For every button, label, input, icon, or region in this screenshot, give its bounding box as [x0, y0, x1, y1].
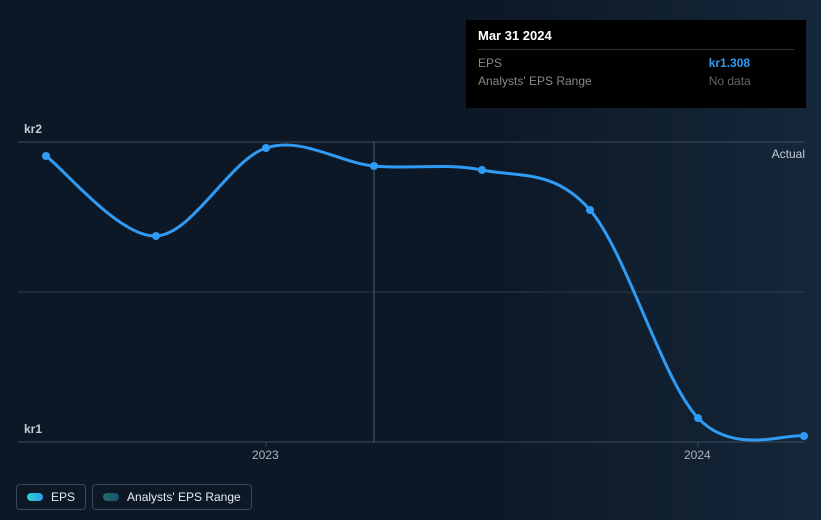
legend-label: EPS [51, 490, 75, 504]
legend-swatch-icon [103, 493, 119, 501]
tooltip-row-label: EPS [478, 54, 709, 72]
tooltip-date: Mar 31 2024 [478, 28, 794, 50]
tooltip-row: Analysts' EPS Range No data [478, 72, 794, 90]
x-axis-label: 2023 [252, 448, 279, 462]
tooltip-row-label: Analysts' EPS Range [478, 72, 709, 90]
chart-legend: EPS Analysts' EPS Range [16, 484, 252, 510]
tooltip-row-value: kr1.308 [709, 54, 794, 72]
region-label-actual: Actual [772, 147, 805, 161]
chart-tooltip: Mar 31 2024 EPS kr1.308 Analysts' EPS Ra… [466, 20, 806, 108]
legend-label: Analysts' EPS Range [127, 490, 241, 504]
legend-item-eps[interactable]: EPS [16, 484, 86, 510]
y-axis-label: kr1 [24, 422, 42, 436]
eps-chart: kr2 kr1 2023 2024 Actual Mar 31 2024 EPS… [0, 0, 821, 520]
y-axis-label: kr2 [24, 122, 42, 136]
legend-item-analysts-range[interactable]: Analysts' EPS Range [92, 484, 252, 510]
tooltip-row-value: No data [709, 72, 794, 90]
tooltip-row: EPS kr1.308 [478, 54, 794, 72]
x-axis-label: 2024 [684, 448, 711, 462]
legend-swatch-icon [27, 493, 43, 501]
